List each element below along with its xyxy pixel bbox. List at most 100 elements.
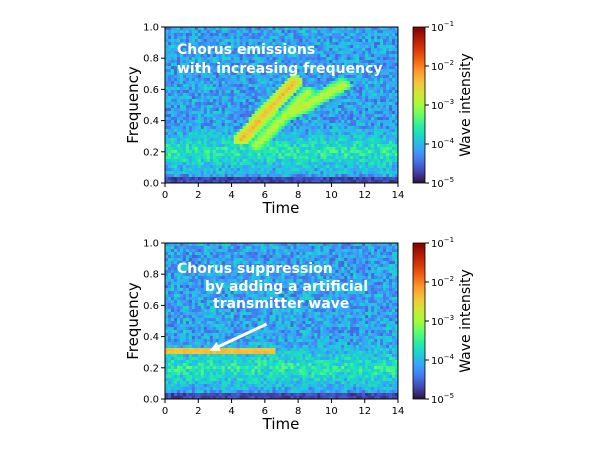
x-tick-label: 6 (262, 190, 268, 201)
heatmap-cell (338, 51, 342, 55)
heatmap-cell (302, 153, 306, 157)
heatmap-cell (254, 261, 259, 265)
heatmap-cell (233, 180, 238, 184)
heatmap-cell (176, 276, 181, 280)
heatmap-cell (377, 150, 381, 154)
heatmap-cell (165, 162, 169, 166)
heatmap-cell (209, 102, 214, 106)
heatmap-cell (233, 270, 238, 274)
heatmap-cell (365, 111, 369, 115)
heatmap-cell (245, 144, 250, 148)
heatmap-cell (215, 264, 220, 268)
heatmap-cell (356, 264, 360, 268)
heatmap-cell (356, 87, 360, 91)
heatmap-cell (260, 39, 264, 43)
heatmap-cell (335, 93, 339, 97)
heatmap-cell (314, 156, 318, 160)
heatmap-cell (293, 111, 297, 115)
heatmap-cell (173, 177, 178, 181)
heatmap-cell (191, 105, 196, 109)
heatmap-cell (365, 135, 369, 139)
heatmap-cell (380, 258, 384, 262)
heatmap-cell (356, 30, 360, 34)
heatmap-cell (338, 66, 342, 70)
heatmap-cell (290, 246, 294, 250)
heatmap-cell (338, 249, 342, 253)
heatmap-cell (335, 273, 339, 277)
heatmap-cell (269, 129, 273, 133)
heatmap-cell (344, 99, 348, 103)
heatmap-cell (206, 84, 211, 88)
heatmap-cell (326, 33, 330, 37)
heatmap-cell (245, 48, 250, 52)
heatmap-cell (329, 93, 333, 97)
heatmap-cell (260, 270, 264, 274)
heatmap-cell (326, 159, 330, 163)
heatmap-cell (293, 27, 297, 31)
heatmap-cell (332, 147, 336, 151)
heatmap-cell (173, 138, 178, 142)
heatmap-cell (263, 33, 267, 37)
heatmap-cell (290, 138, 294, 142)
heatmap-cell (185, 177, 190, 181)
heatmap-cell (227, 249, 232, 253)
heatmap-cell (278, 48, 282, 52)
heatmap-cell (374, 36, 378, 40)
heatmap-cell (344, 69, 348, 73)
heatmap-cell (281, 144, 285, 148)
heatmap-cell (203, 132, 208, 136)
heatmap-cell (389, 150, 393, 154)
heatmap-cell (314, 57, 318, 61)
heatmap-cell (332, 138, 336, 142)
heatmap-cell (311, 90, 315, 94)
heatmap-cell (386, 162, 390, 166)
heatmap-cell (167, 153, 172, 157)
heatmap-cell (221, 96, 226, 100)
heatmap-cell (356, 255, 360, 259)
heatmap-cell (191, 138, 196, 142)
heatmap-cell (200, 270, 205, 274)
heatmap-cell (380, 261, 384, 265)
heatmap-cell (365, 270, 369, 274)
heatmap-cell (266, 267, 270, 271)
heatmap-cell (392, 54, 396, 58)
heatmap-cell (314, 51, 318, 55)
heatmap-cell (242, 270, 247, 274)
heatmap-cell (173, 249, 178, 253)
heatmap-cell (188, 54, 193, 58)
heatmap-cell (206, 81, 211, 85)
heatmap-cell (380, 66, 384, 70)
heatmap-cell (353, 63, 357, 67)
heatmap-cell (263, 66, 267, 70)
heatmap-cell (350, 174, 354, 178)
heatmap-cell (395, 270, 399, 274)
heatmap-cell (305, 129, 309, 133)
heatmap-cell (368, 78, 372, 82)
heatmap-cell (185, 102, 190, 106)
heatmap-cell (251, 54, 256, 58)
heatmap-cell (236, 39, 241, 43)
heatmap-cell (338, 75, 342, 79)
heatmap-cell (269, 150, 273, 154)
heatmap-cell (215, 138, 220, 142)
heatmap-cell (284, 63, 288, 67)
heatmap-cell (290, 30, 294, 34)
heatmap-cell (227, 90, 232, 94)
heatmap-cell (218, 27, 223, 31)
heatmap-cell (218, 174, 223, 178)
heatmap-cell (395, 255, 399, 259)
heatmap-cell (392, 264, 396, 268)
y-tick-label: 0.8 (143, 54, 159, 65)
heatmap-cell (179, 27, 184, 31)
heatmap-cell (245, 171, 250, 175)
heatmap-cell (368, 39, 372, 43)
heatmap-cell (380, 108, 384, 112)
heatmap-cell (165, 159, 169, 163)
heatmap-cell (305, 159, 309, 163)
heatmap-cell (356, 120, 360, 124)
heatmap-cell (290, 120, 294, 124)
heatmap-cell (383, 72, 387, 76)
heatmap-cell (275, 75, 279, 79)
heatmap-cell (212, 30, 217, 34)
heatmap-cell (263, 123, 267, 127)
